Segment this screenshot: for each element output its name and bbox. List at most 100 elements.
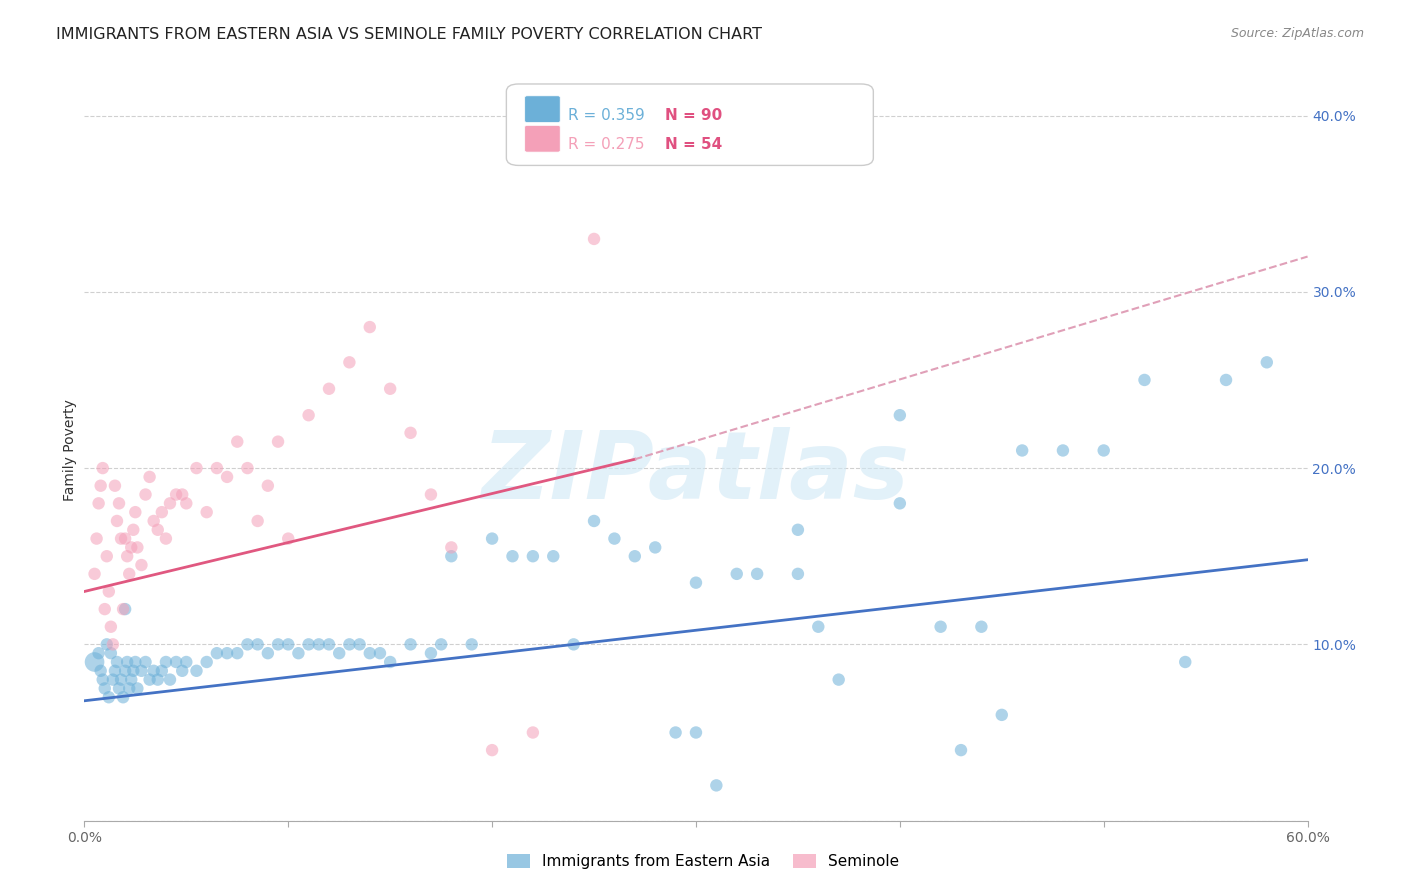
Text: ZIPatlas: ZIPatlas (482, 426, 910, 518)
Point (159, 496, 181, 510)
Point (131, 664, 153, 678)
Point (277, 637, 299, 651)
Point (93, 681, 115, 696)
Point (127, 541, 149, 555)
Point (86, 532, 108, 546)
Point (368, 646, 391, 660)
Point (186, 664, 208, 678)
Point (889, 496, 911, 510)
Point (122, 523, 145, 537)
Point (205, 461, 228, 475)
Point (461, 637, 484, 651)
Point (308, 637, 330, 651)
Point (100, 620, 122, 634)
Point (146, 673, 169, 687)
Point (828, 673, 851, 687)
Point (339, 355, 361, 369)
Point (165, 487, 187, 501)
Point (1092, 443, 1115, 458)
Point (142, 514, 165, 528)
Point (97, 584, 120, 599)
Point (174, 496, 197, 510)
Point (101, 637, 124, 651)
Point (380, 655, 402, 669)
Point (991, 707, 1014, 722)
Point (1052, 443, 1074, 458)
Point (583, 232, 606, 246)
Point (440, 541, 463, 555)
Point (318, 637, 340, 651)
Point (150, 505, 173, 519)
Point (665, 725, 688, 739)
Point (118, 566, 141, 581)
Point (725, 566, 748, 581)
Point (1133, 373, 1156, 387)
Point (159, 673, 181, 687)
Point (970, 620, 993, 634)
Point (104, 479, 127, 493)
Point (236, 637, 259, 651)
Point (91, 461, 114, 475)
Point (174, 655, 197, 669)
Point (124, 655, 146, 669)
Point (1256, 355, 1278, 369)
Point (195, 655, 218, 669)
Point (246, 637, 269, 651)
Point (226, 434, 249, 449)
Point (787, 566, 810, 581)
Text: N = 54: N = 54 (665, 137, 723, 153)
Text: IMMIGRANTS FROM EASTERN ASIA VS SEMINOLE FAMILY POVERTY CORRELATION CHART: IMMIGRANTS FROM EASTERN ASIA VS SEMINOLE… (56, 27, 762, 42)
Point (101, 673, 124, 687)
Point (146, 523, 169, 537)
Point (399, 425, 422, 440)
Point (186, 461, 208, 475)
Point (91, 673, 114, 687)
Point (787, 523, 810, 537)
Point (114, 664, 136, 678)
Point (108, 681, 131, 696)
Point (96, 549, 118, 564)
Point (100, 646, 122, 660)
Point (142, 664, 165, 678)
Point (217, 470, 239, 484)
Point (502, 549, 524, 564)
Point (267, 434, 290, 449)
Point (115, 655, 138, 669)
Point (267, 637, 290, 651)
Point (298, 408, 321, 422)
Point (1011, 443, 1033, 458)
Point (287, 646, 309, 660)
Point (105, 514, 128, 528)
Point (96, 637, 118, 651)
Point (112, 690, 135, 705)
Point (420, 646, 443, 660)
Point (195, 505, 218, 519)
Point (624, 549, 647, 564)
Point (97, 690, 120, 705)
Point (110, 532, 132, 546)
Point (155, 655, 177, 669)
FancyBboxPatch shape (506, 84, 873, 165)
Point (430, 637, 453, 651)
Point (1174, 655, 1197, 669)
Point (114, 532, 136, 546)
Point (83, 566, 105, 581)
Point (583, 514, 606, 528)
Point (93, 602, 115, 616)
Point (90, 479, 112, 493)
Point (644, 541, 666, 555)
Point (155, 532, 177, 546)
Point (246, 514, 269, 528)
Point (706, 778, 728, 792)
Point (522, 549, 544, 564)
Point (87, 646, 110, 660)
Point (226, 646, 249, 660)
Point (138, 470, 160, 484)
Point (889, 408, 911, 422)
Point (217, 646, 239, 660)
Point (328, 646, 350, 660)
Point (172, 664, 194, 678)
Point (105, 655, 128, 669)
FancyBboxPatch shape (524, 126, 560, 153)
Point (257, 646, 280, 660)
